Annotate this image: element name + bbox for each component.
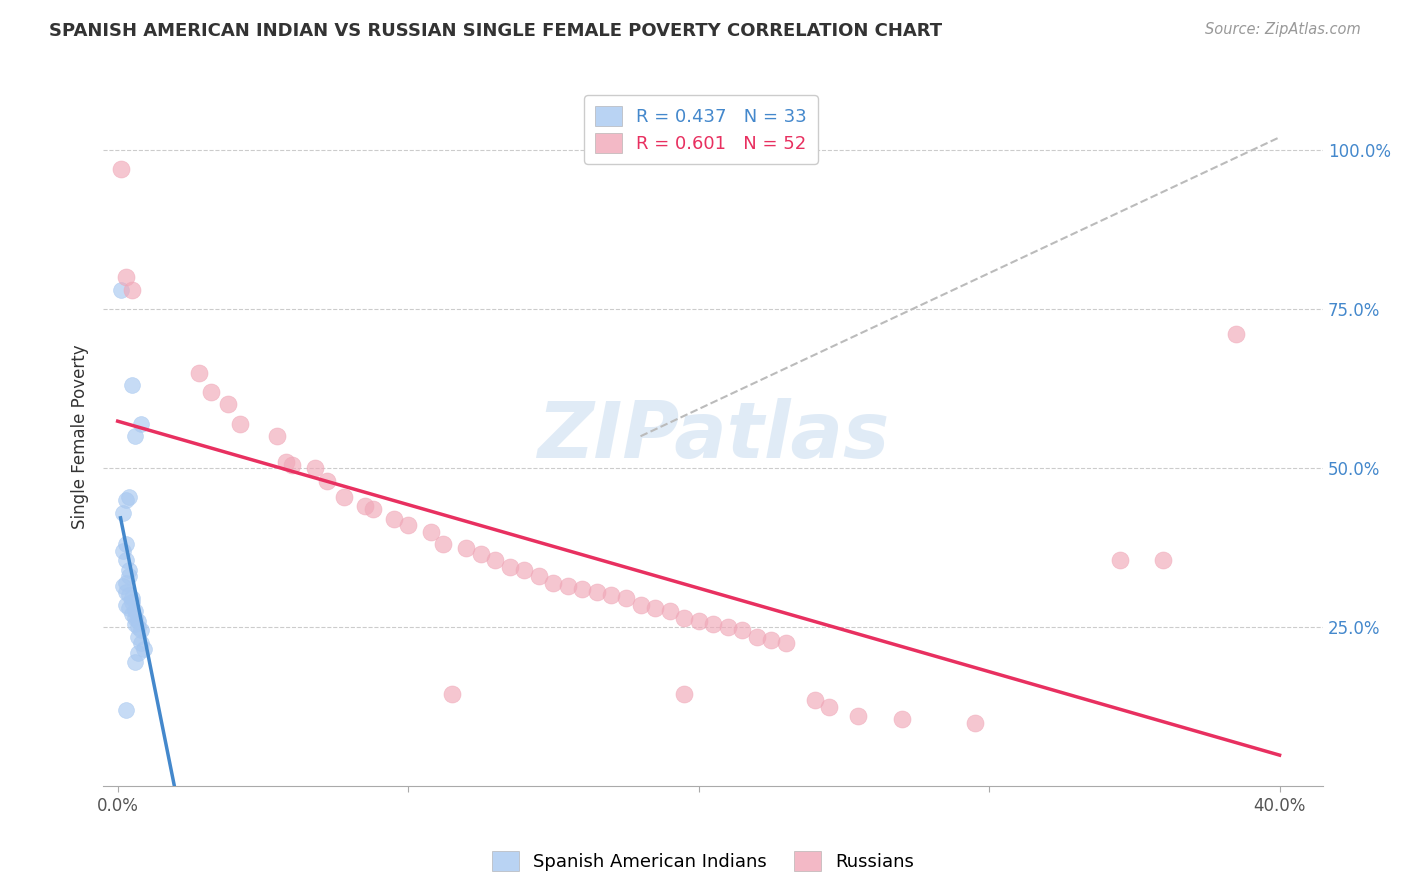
Point (333, 490, 356, 504)
Point (118, 601, 141, 615)
Point (266, 429, 288, 443)
Point (963, 715, 986, 730)
Point (761, 632, 783, 647)
Point (124, 429, 146, 443)
Point (112, 506, 135, 520)
Point (118, 569, 141, 583)
Text: ZIPatlas: ZIPatlas (537, 398, 889, 475)
Point (115, 703, 138, 717)
Point (121, 378, 143, 392)
Point (188, 366, 211, 380)
Point (124, 616, 146, 631)
Point (658, 604, 681, 618)
Point (115, 598, 138, 612)
Point (217, 397, 239, 411)
Point (420, 524, 443, 539)
Point (673, 610, 696, 624)
Point (115, 492, 138, 507)
Point (110, 162, 132, 177)
Point (1225, 327, 1247, 342)
Point (557, 579, 579, 593)
Point (124, 604, 146, 618)
Point (304, 461, 326, 475)
Point (281, 458, 304, 472)
Point (1152, 553, 1174, 567)
Point (129, 417, 152, 431)
Legend: R = 0.437   N = 33, R = 0.601   N = 52: R = 0.437 N = 33, R = 0.601 N = 52 (583, 95, 818, 164)
Point (456, 541, 478, 555)
Point (110, 283, 132, 297)
Point (115, 537, 138, 551)
Point (124, 610, 146, 624)
Point (112, 579, 135, 593)
Point (361, 502, 384, 516)
Point (513, 563, 536, 577)
Point (543, 575, 565, 590)
Point (115, 575, 138, 590)
Point (115, 585, 138, 599)
Point (121, 591, 143, 606)
Point (118, 490, 141, 504)
Point (127, 614, 149, 628)
Point (315, 474, 337, 488)
Legend: Spanish American Indians, Russians: Spanish American Indians, Russians (485, 844, 921, 879)
Point (396, 518, 419, 533)
Point (586, 585, 609, 599)
Point (382, 512, 405, 526)
Point (129, 624, 152, 638)
Point (470, 547, 492, 561)
Text: SPANISH AMERICAN INDIAN VS RUSSIAN SINGLE FEMALE POVERTY CORRELATION CHART: SPANISH AMERICAN INDIAN VS RUSSIAN SINGL… (49, 22, 942, 40)
Point (432, 537, 454, 551)
Point (571, 582, 593, 596)
Point (614, 591, 637, 606)
Point (118, 588, 141, 602)
Point (121, 283, 143, 297)
Point (200, 384, 222, 399)
Point (775, 636, 797, 650)
Point (121, 595, 143, 609)
Point (818, 699, 841, 714)
Point (527, 569, 550, 583)
Point (353, 500, 375, 514)
Point (600, 588, 623, 602)
Point (276, 455, 298, 469)
Point (673, 687, 696, 701)
Point (1108, 553, 1130, 567)
Point (118, 563, 141, 577)
Point (124, 655, 146, 669)
Point (127, 630, 149, 644)
Point (112, 543, 135, 558)
Point (745, 630, 768, 644)
Point (848, 709, 870, 723)
Point (121, 607, 143, 622)
Text: Source: ZipAtlas.com: Source: ZipAtlas.com (1205, 22, 1361, 37)
Point (440, 687, 463, 701)
Point (702, 616, 724, 631)
Point (644, 601, 666, 615)
Point (115, 553, 138, 567)
Point (804, 693, 827, 707)
Point (127, 620, 149, 634)
Point (132, 642, 155, 657)
Point (717, 620, 740, 634)
Point (499, 559, 522, 574)
Y-axis label: Single Female Poverty: Single Female Poverty (72, 344, 89, 529)
Point (127, 646, 149, 660)
Point (484, 553, 506, 567)
Point (630, 598, 652, 612)
Point (228, 417, 250, 431)
Point (129, 636, 152, 650)
Point (688, 614, 710, 628)
Point (731, 624, 754, 638)
Point (115, 270, 138, 285)
Point (890, 712, 912, 726)
